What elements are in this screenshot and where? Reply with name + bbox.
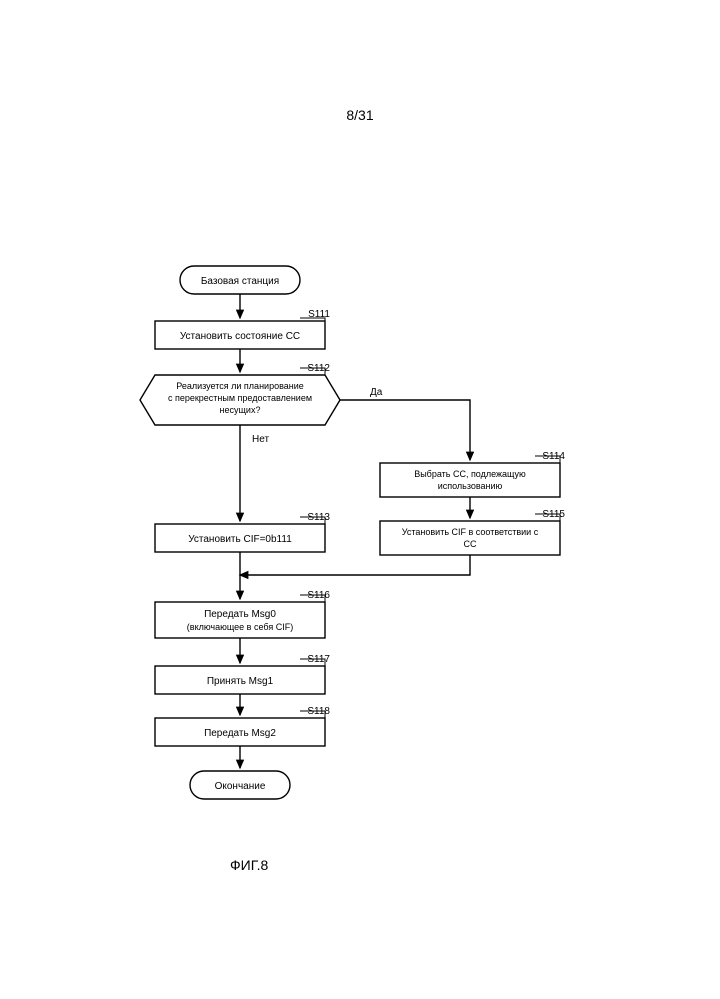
- node-s112-label-l1: Реализуется ли планирование: [176, 381, 304, 391]
- node-start: Базовая станция: [180, 266, 300, 294]
- node-s112-label-l2: с перекрестным предоставлением: [168, 393, 312, 403]
- node-s114-label-l2: использованию: [438, 481, 503, 491]
- node-s113-label: Установить CIF=0b111: [188, 534, 292, 545]
- node-end-label: Окончание: [215, 781, 266, 792]
- node-start-label: Базовая станция: [201, 276, 279, 287]
- page-header: 8/31: [346, 107, 373, 123]
- node-s116-label-l2: (включающее в себя CIF): [187, 622, 293, 632]
- edge-s115-merge: [240, 555, 470, 575]
- node-s114-label-l1: Выбрать CC, подлежащую: [414, 469, 526, 479]
- node-s118: Передать Msg2 S118: [155, 706, 330, 746]
- flowchart-canvas: 8/31 Базовая станция Установить состояни…: [0, 0, 720, 999]
- edge-s112-s114: [340, 400, 470, 460]
- figure-caption: ФИГ.8: [230, 857, 268, 873]
- node-s115-label-l2: CC: [464, 539, 477, 549]
- node-s112: Реализуется ли планирование с перекрестн…: [140, 363, 340, 425]
- edge-label-yes: Да: [370, 387, 383, 398]
- node-s111: Установить состояние CC S111: [155, 309, 330, 349]
- node-s115-label-l1: Установить CIF в соответствии с: [402, 527, 539, 537]
- node-s117-label: Принять Msg1: [207, 676, 274, 687]
- node-s111-label: Установить состояние CC: [180, 331, 300, 342]
- node-s117: Принять Msg1 S117: [155, 654, 330, 694]
- node-s114: Выбрать CC, подлежащую использованию S11…: [380, 451, 565, 497]
- node-s118-label: Передать Msg2: [204, 728, 276, 739]
- node-s116: Передать Msg0 (включающее в себя CIF) S1…: [155, 590, 330, 638]
- edge-label-no: Нет: [252, 434, 269, 445]
- node-s113: Установить CIF=0b111 S113: [155, 512, 330, 552]
- node-s115: Установить CIF в соответствии с CC S115: [380, 509, 565, 555]
- node-s116-label-l1: Передать Msg0: [204, 609, 276, 620]
- node-end: Окончание: [190, 771, 290, 799]
- node-s112-label-l3: несущих?: [220, 405, 261, 415]
